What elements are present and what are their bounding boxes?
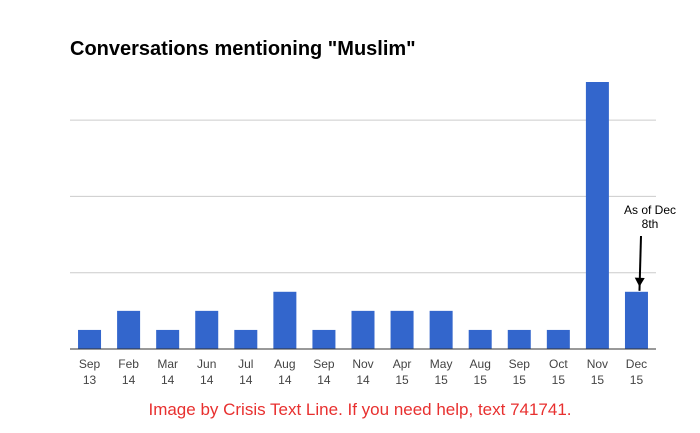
gridlines <box>70 119 656 274</box>
x-tick-label: Nov 14 <box>352 357 373 387</box>
bars <box>78 82 648 349</box>
bar <box>468 329 492 349</box>
x-tick-label: May 15 <box>430 357 453 387</box>
bar <box>351 310 375 349</box>
x-tick-labels: Sep 13 Feb 14 Mar 14 Jun 14 Jul 14 Aug 14 Sep 14 Nov 14… <box>79 357 647 387</box>
bar <box>312 329 336 349</box>
x-tick-label: Aug 14 <box>274 357 295 387</box>
annotation-text: As of Dec 8th <box>624 203 676 231</box>
bar <box>390 310 414 349</box>
x-tick-label: Oct 15 <box>549 357 568 387</box>
x-tick-label: Aug 15 <box>470 357 491 387</box>
x-tick-label: Dec 15 <box>626 357 647 387</box>
x-tick-label: Sep 15 <box>509 357 531 387</box>
bar <box>546 329 570 349</box>
credit-text: Image by Crisis Text Line. If you need h… <box>148 400 572 419</box>
x-tick-label: Jun 14 <box>197 357 216 387</box>
x-tick-label: Feb 14 <box>118 357 139 387</box>
x-tick-label: Jul 14 <box>238 357 253 387</box>
bar <box>624 291 648 349</box>
bar <box>195 310 219 349</box>
x-tick-label: Apr 15 <box>393 357 412 387</box>
bar <box>234 329 258 349</box>
x-tick-label: Sep 13 <box>79 357 101 387</box>
x-tick-label: Sep 14 <box>313 357 335 387</box>
x-tick-label: Mar 14 <box>157 357 178 387</box>
annotation: As of Dec 8th <box>624 203 676 291</box>
bar <box>429 310 453 349</box>
chart-title: Conversations mentioning "Muslim" <box>70 38 416 60</box>
bar <box>156 329 180 349</box>
bar <box>585 82 609 349</box>
bar <box>117 310 141 349</box>
annotation-arrowhead <box>634 277 645 287</box>
x-tick-label: Nov 15 <box>587 357 608 387</box>
bar <box>273 291 297 349</box>
bar <box>507 329 531 349</box>
bar <box>78 329 102 349</box>
